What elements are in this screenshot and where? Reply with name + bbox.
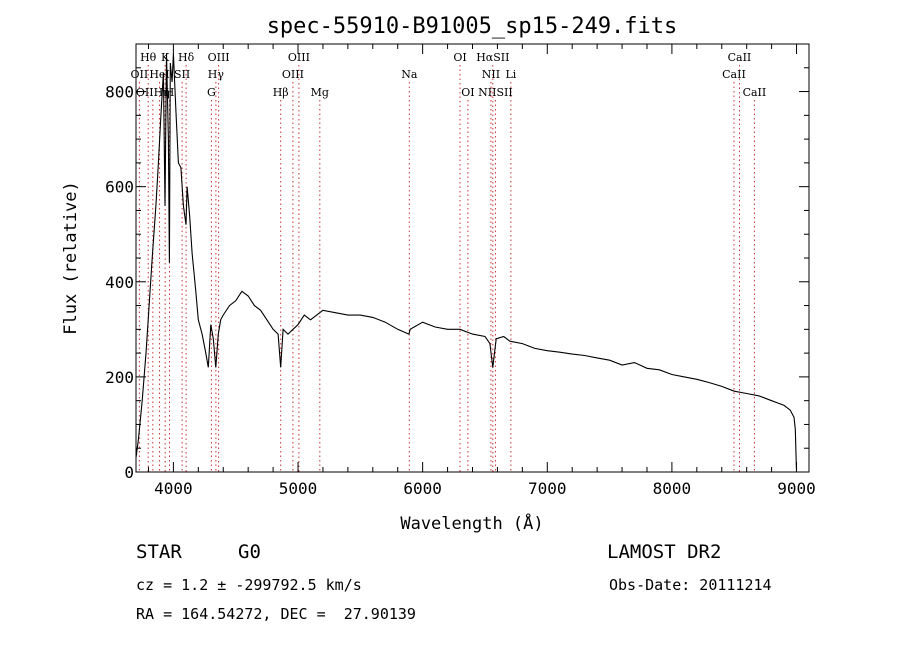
line-marker-label: K	[161, 51, 170, 64]
line-markers: Hθ K Hδ OIII OIII OI HαSII CaII OII HeI SII Hγ OIII N…	[131, 51, 767, 472]
object-class: STAR	[136, 541, 182, 563]
line-marker-label: HeI	[149, 68, 169, 81]
x-axis-ticks: 4000 5000 6000 7000 8000 9000	[147, 44, 816, 498]
line-marker-label: NII	[482, 68, 500, 81]
y-tick-label: 0	[124, 463, 134, 482]
line-marker-label: OII	[131, 68, 149, 81]
x-tick-label: 5000	[279, 479, 318, 498]
x-tick-label: 6000	[403, 479, 442, 498]
chart-title: spec-55910-B91005_sp15-249.fits	[267, 14, 678, 39]
line-marker-label: Li	[505, 68, 516, 81]
y-tick-label: 400	[105, 273, 134, 292]
coordinates: RA = 164.54272, DEC = 27.90139	[136, 605, 416, 623]
line-marker-label: OIII	[288, 51, 310, 64]
line-marker-label: Mg	[311, 86, 329, 99]
line-marker-label: OIII	[282, 68, 304, 81]
spectrum-line	[135, 53, 798, 473]
y-tick-label: 200	[105, 368, 134, 387]
x-tick-label: 4000	[154, 479, 193, 498]
line-marker-label: Hγ	[208, 68, 225, 81]
line-marker-label: CaII	[743, 86, 767, 99]
obs-date: Obs-Date: 20111214	[609, 576, 772, 594]
y-axis-ticks: 0 200 400 600 800	[105, 67, 809, 482]
line-marker-label: CaII	[722, 68, 746, 81]
y-axis-label: Flux (relative)	[61, 181, 81, 335]
line-marker-label: Hδ	[178, 51, 195, 64]
line-marker-label: Na	[401, 68, 418, 81]
x-tick-label: 7000	[528, 479, 567, 498]
line-marker-label: SII	[174, 68, 190, 81]
line-marker-label: Hθ	[140, 51, 157, 64]
x-tick-label: 8000	[653, 479, 692, 498]
line-marker-label: OIII	[208, 51, 230, 64]
survey-name: LAMOST DR2	[607, 541, 722, 563]
line-marker-label: OIIHη	[136, 86, 170, 99]
y-tick-label: 600	[105, 178, 134, 197]
line-marker-label: OI	[461, 86, 474, 99]
x-tick-label: 9000	[777, 479, 816, 498]
object-subclass: G0	[238, 541, 261, 563]
line-marker-label: OI	[453, 51, 466, 64]
line-marker-label: Hβ	[273, 86, 289, 99]
y-tick-label: 800	[105, 83, 134, 102]
line-marker-label: H	[165, 86, 175, 99]
line-marker-label: CaII	[728, 51, 752, 64]
redshift-info: cz = 1.2 ± -299792.5 km/s	[136, 576, 362, 594]
plot-frame	[135, 43, 810, 473]
x-axis-label: Wavelength (Å)	[400, 512, 543, 534]
line-marker-label: G	[207, 86, 216, 99]
line-marker-label: NIISII	[478, 86, 513, 99]
line-marker-label: HαSII	[476, 51, 509, 64]
